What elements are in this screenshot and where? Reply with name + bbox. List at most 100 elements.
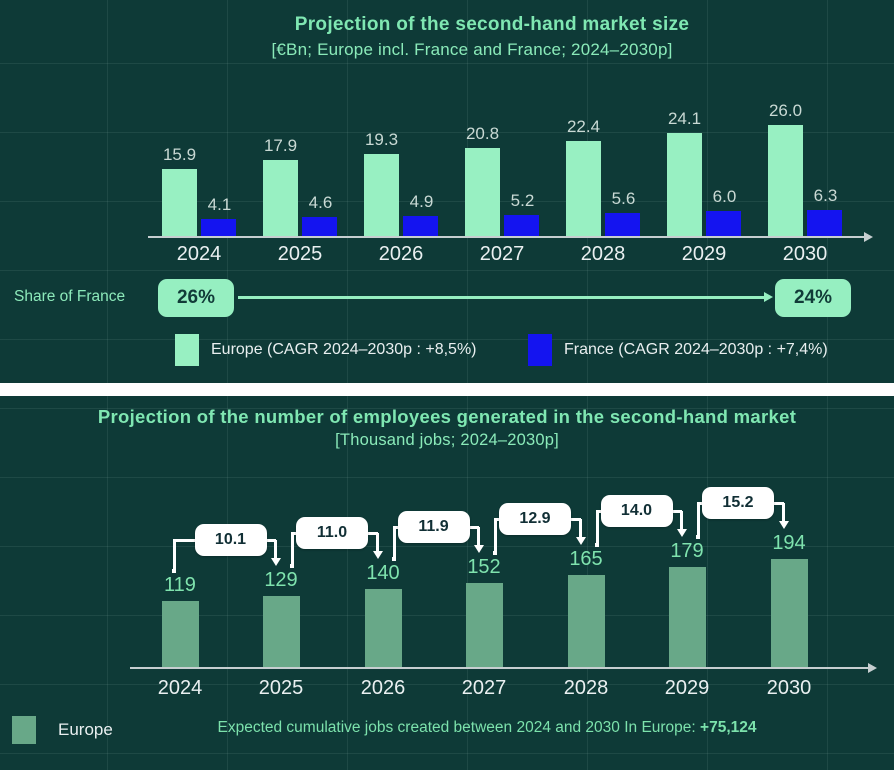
france-bar (201, 219, 236, 237)
callout-right-vline (477, 527, 480, 546)
employment-bar (668, 567, 706, 668)
market-size-subtitle: [€Bn; Europe incl. France and France; 20… (271, 40, 673, 59)
europe-value-label: 24.1 (667, 109, 702, 128)
employment-bar (161, 601, 199, 668)
employment-legend: Europe (12, 716, 113, 744)
callout-right-hline (672, 510, 682, 513)
market-size-legend: Europe (CAGR 2024–2030p : +8,5%) France … (0, 334, 894, 374)
europe-swatch-icon (175, 334, 199, 366)
france-bar (605, 213, 640, 237)
callout-left-vline (291, 533, 294, 566)
employment-panel: Projection of the number of employees ge… (0, 396, 894, 770)
year-label: 2025 (277, 243, 323, 265)
share-arrow-line (238, 296, 766, 299)
cumulative-jobs-note: Expected cumulative jobs created between… (40, 719, 894, 737)
delta-callout: 10.1 (194, 524, 267, 556)
europe-value-label: 22.4 (566, 117, 601, 136)
callout-right-hline (469, 526, 479, 529)
share-start-badge: 26% (158, 279, 234, 317)
callout-left-hline (697, 502, 702, 505)
employment-value-label: 119 (164, 574, 196, 596)
legend-france-label: France (CAGR 2024–2030p : +7,4%) (564, 341, 828, 358)
x-axis-arrowhead-icon (864, 232, 873, 242)
year-label: 2029 (664, 677, 710, 699)
share-end-badge: 24% (775, 279, 851, 317)
europe-bar (263, 160, 298, 237)
panel-divider (0, 383, 894, 396)
year-label: 2026 (378, 243, 424, 265)
france-value-label: 5.2 (510, 191, 535, 210)
callout-line-nub (696, 535, 700, 539)
year-label: 2024 (176, 243, 222, 265)
cumulative-jobs-text: Expected cumulative jobs created between… (217, 719, 701, 736)
callout-line-nub (290, 564, 294, 568)
france-value-label: 6.3 (813, 186, 838, 205)
callout-line-nub (392, 557, 396, 561)
europe-value-label: 19.3 (364, 130, 399, 149)
employment-bar (465, 583, 503, 668)
down-arrowhead-icon (473, 545, 484, 553)
callout-line-nub (172, 569, 176, 573)
down-arrowhead-icon (575, 537, 586, 545)
down-arrowhead-icon (676, 529, 687, 537)
cumulative-jobs-value: +75,124 (700, 719, 757, 736)
year-label: 2027 (461, 677, 507, 699)
x-axis (148, 235, 864, 238)
callout-right-vline (376, 533, 379, 552)
employment-value-label: 129 (264, 569, 298, 591)
europe-bar (162, 169, 197, 237)
delta-callout: 14.0 (600, 495, 673, 527)
callout-line-nub (595, 543, 599, 547)
france-value-label: 4.1 (207, 195, 232, 214)
legend-europe-label: Europe (58, 720, 113, 739)
callout-right-hline (774, 502, 784, 505)
france-bar (706, 211, 741, 237)
employment-bar (262, 596, 300, 668)
employment-chart: 119 2024 129 2025 140 2026 152 2027 165 2028 179 20… (0, 396, 894, 770)
share-arrowhead-icon (764, 292, 773, 302)
year-label: 2030 (782, 243, 828, 265)
callout-right-vline (782, 503, 785, 522)
france-bar (302, 217, 337, 237)
france-bar (807, 210, 842, 237)
europe-swatch-icon (12, 716, 36, 744)
france-bar (403, 216, 438, 237)
employment-bar (567, 575, 605, 668)
callout-left-vline (697, 503, 700, 537)
callout-left-vline (173, 540, 176, 571)
down-arrowhead-icon (270, 558, 281, 566)
delta-callout: 11.0 (296, 517, 368, 549)
delta-callout: 12.9 (499, 503, 571, 535)
callout-left-vline (393, 527, 396, 559)
year-label: 2026 (360, 677, 406, 699)
down-arrowhead-icon (778, 521, 789, 529)
down-arrowhead-icon (372, 551, 383, 559)
employment-bar (770, 559, 808, 668)
europe-bar (667, 133, 702, 237)
market-size-title: Projection of the second-hand market siz… (294, 14, 690, 35)
france-value-label: 5.6 (611, 189, 636, 208)
year-label: 2030 (766, 677, 812, 699)
callout-left-hline (494, 518, 499, 521)
france-value-label: 6.0 (712, 187, 737, 206)
callout-right-vline (579, 519, 582, 538)
employment-title: Projection of the number of employees ge… (97, 406, 797, 427)
employment-bar (364, 589, 402, 668)
year-label: 2025 (258, 677, 304, 699)
callout-right-vline (680, 511, 683, 530)
employment-value-label: 165 (569, 548, 603, 570)
europe-bar (566, 141, 601, 237)
x-axis (130, 666, 868, 669)
legend-item-france: France (CAGR 2024–2030p : +7,4%) (528, 334, 828, 366)
callout-left-hline (291, 532, 296, 535)
employment-value-label: 152 (467, 556, 501, 578)
market-size-chart: 15.9 4.1 2024 17.9 4.6 2025 19.3 4.9 2026 20.8 5.2… (0, 0, 894, 383)
callout-line-nub (493, 551, 497, 555)
callout-right-hline (266, 539, 276, 542)
market-size-panel: Projection of the second-hand market siz… (0, 0, 894, 383)
europe-value-label: 15.9 (162, 145, 197, 164)
europe-value-label: 26.0 (768, 101, 803, 120)
legend-europe-label: Europe (CAGR 2024–2030p : +8,5%) (211, 341, 477, 358)
x-axis-arrowhead-icon (868, 663, 877, 673)
